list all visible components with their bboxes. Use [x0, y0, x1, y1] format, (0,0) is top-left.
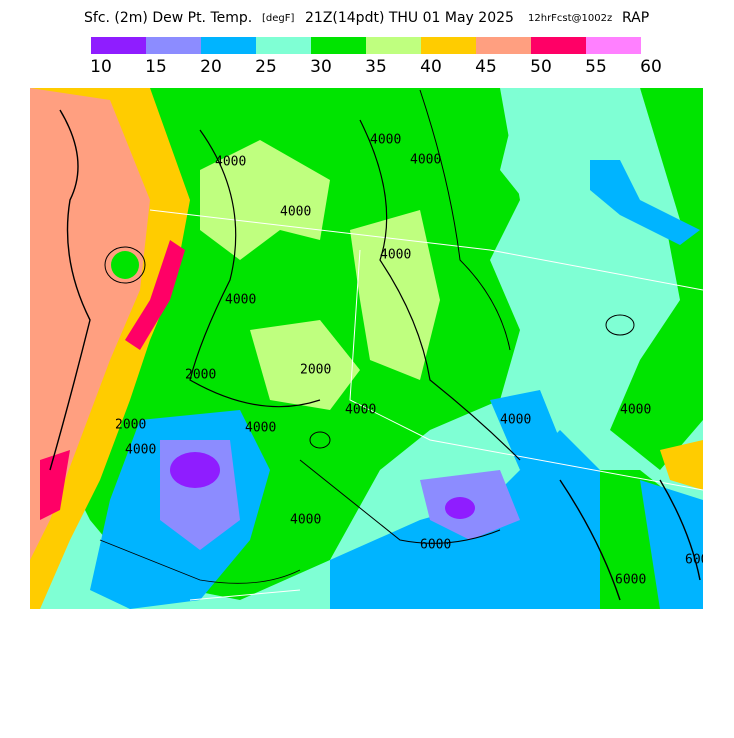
contour-label: 6000 — [615, 573, 646, 588]
contour-label: 4000 — [410, 153, 441, 168]
valid-time: 21Z(14pdt) THU 01 May 2025 — [305, 10, 514, 26]
legend-swatch — [146, 37, 201, 54]
model: RAP — [622, 10, 649, 26]
region-30 — [111, 251, 139, 279]
legend-tick-label: 30 — [310, 57, 332, 77]
legend-tick-label: 15 — [145, 57, 167, 77]
region-35 — [200, 140, 330, 260]
legend-tick-label: 25 — [255, 57, 277, 77]
contour-label: 6000 — [685, 553, 716, 568]
contour-label: 2000 — [115, 418, 146, 433]
forecast: 12hrFcst@1002z — [528, 13, 612, 24]
legend-tick-label: 10 — [90, 57, 112, 77]
legend-tick-label: 45 — [475, 57, 497, 77]
legend-swatch — [201, 37, 256, 54]
legend-swatch — [91, 37, 146, 54]
contour-label: 4000 — [620, 403, 651, 418]
title: Sfc. (2m) Dew Pt. Temp. — [84, 10, 252, 26]
legend-swatch — [421, 37, 476, 54]
region-10 — [170, 452, 220, 488]
contour-label: 6000 — [420, 538, 451, 553]
legend: 10 15 20 25 30 35 40 45 50 55 60 — [90, 37, 662, 77]
region-50 — [125, 240, 185, 350]
region-20 — [590, 160, 700, 245]
contour-label: 4000 — [290, 513, 321, 528]
units: [degF] — [262, 13, 295, 24]
contour-label: 4000 — [245, 421, 276, 436]
contour-label: 4000 — [500, 413, 531, 428]
region-20 — [640, 480, 703, 609]
contour-label: 2000 — [185, 368, 216, 383]
contours — [49, 89, 701, 601]
legend-tick-label: 35 — [365, 57, 387, 77]
contour-label: 4000 — [225, 293, 256, 308]
contour-label: 4000 — [215, 155, 246, 170]
region-50 — [40, 450, 70, 520]
region-35 — [350, 210, 440, 380]
legend-swatch — [586, 37, 641, 54]
region-10 — [445, 497, 475, 519]
boundaries — [149, 209, 703, 601]
region-20 — [490, 390, 560, 470]
map: 4000 4000 4000 2000 2000 4000 4000 4000 … — [30, 88, 716, 609]
region-45 — [30, 88, 150, 560]
legend-tick-label: 55 — [585, 57, 607, 77]
contour-label: 4000 — [345, 403, 376, 418]
legend-swatch — [476, 37, 531, 54]
region-35 — [250, 320, 360, 410]
contour-label: 4000 — [280, 205, 311, 220]
contour-label: 4000 — [125, 443, 156, 458]
legend-tick-label: 20 — [200, 57, 222, 77]
legend-swatch — [366, 37, 421, 54]
region-30 — [610, 88, 703, 470]
contour-label: 4000 — [370, 133, 401, 148]
legend-swatch — [256, 37, 311, 54]
contour-label: 4000 — [380, 248, 411, 263]
legend-tick-label: 50 — [530, 57, 552, 77]
legend-swatch — [311, 37, 366, 54]
region-40 — [660, 440, 703, 490]
legend-tick-label: 60 — [640, 57, 662, 77]
legend-swatch — [531, 37, 586, 54]
legend-tick-label: 40 — [420, 57, 442, 77]
contour-label: 2000 — [300, 363, 331, 378]
